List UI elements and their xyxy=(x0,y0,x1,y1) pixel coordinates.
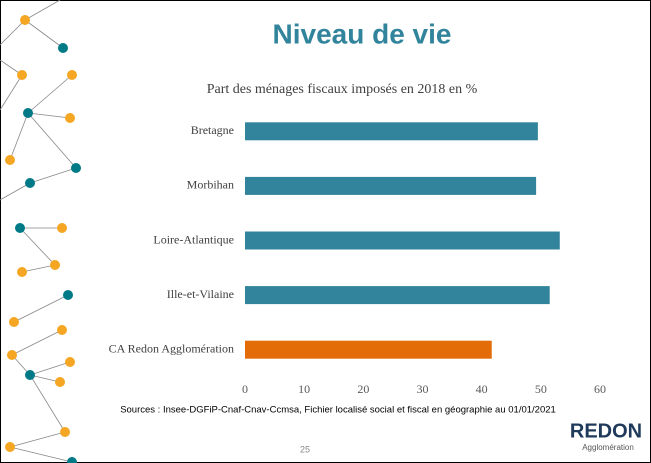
bar xyxy=(245,340,492,359)
logo-subtitle: Agglomération xyxy=(582,443,634,452)
slide-title: Niveau de vie xyxy=(273,18,452,49)
y-tick-label: CA Redon Agglomération xyxy=(109,341,234,355)
x-tick-label: 50 xyxy=(535,382,547,396)
y-tick-label: Morbihan xyxy=(187,178,234,192)
x-tick-label: 0 xyxy=(242,382,248,396)
network-decoration xyxy=(0,0,77,463)
bar xyxy=(245,231,560,250)
bar xyxy=(245,176,537,195)
logo: REDON xyxy=(570,420,642,442)
source-note: Sources : Insee-DGFiP-Cnaf-Cnav-Ccmsa, F… xyxy=(120,405,556,416)
bar xyxy=(245,286,550,305)
page-number: 25 xyxy=(300,444,310,454)
x-tick-label: 40 xyxy=(476,382,488,396)
y-tick-label: Bretagne xyxy=(191,123,234,137)
x-tick-label: 60 xyxy=(594,382,606,396)
x-tick-label: 20 xyxy=(357,382,369,396)
y-tick-label: Loire-Atlantique xyxy=(153,232,234,246)
chart-title: Part des ménages fiscaux imposés en 2018… xyxy=(207,82,478,97)
x-tick-label: 10 xyxy=(298,382,310,396)
y-tick-label: Ille-et-Vilaine xyxy=(167,287,234,301)
x-tick-label: 30 xyxy=(417,382,429,396)
network-nodes xyxy=(5,15,81,463)
bar xyxy=(245,122,538,141)
